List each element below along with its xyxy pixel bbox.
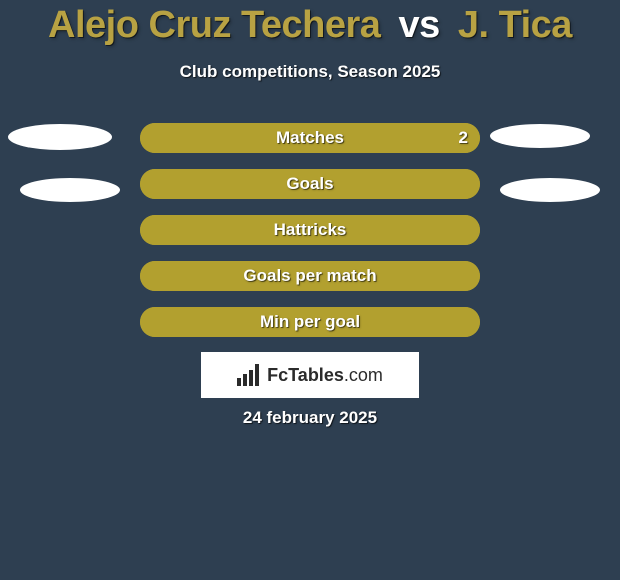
stat-fill-right [310,169,480,199]
player2-name: J. Tica [458,4,572,46]
decorative-ellipse [20,178,120,202]
date-label: 24 february 2025 [0,408,620,428]
comparison-infographic: Alejo Cruz Techera vs J. Tica Club compe… [0,0,620,580]
brand-badge: FcTables.com [201,352,419,398]
subtitle: Club competitions, Season 2025 [0,62,620,82]
brand-text: FcTables.com [267,365,383,386]
decorative-ellipse [500,178,600,202]
stat-row: Min per goal [0,304,620,350]
stat-fill-right [310,261,480,291]
decorative-ellipse [8,124,112,150]
stat-value-right: 2 [420,123,480,153]
stat-pill [140,169,480,199]
stat-fill-left [140,261,310,291]
stat-pill [140,261,480,291]
page-title: Alejo Cruz Techera vs J. Tica [0,4,620,47]
stat-pill [140,215,480,245]
stat-row: Goals per match [0,258,620,304]
stat-fill-right [310,215,480,245]
stat-fill-left [140,215,310,245]
stat-fill-right [310,307,480,337]
brand-bars-icon [237,364,263,386]
brand-suffix: .com [344,365,383,385]
stat-row: Hattricks [0,212,620,258]
stat-pill [140,307,480,337]
player1-name: Alejo Cruz Techera [48,4,380,46]
stat-fill-left [140,169,310,199]
vs-word: vs [399,4,440,46]
brand-name: FcTables [267,365,344,385]
decorative-ellipse [490,124,590,148]
stat-fill-left [140,307,310,337]
